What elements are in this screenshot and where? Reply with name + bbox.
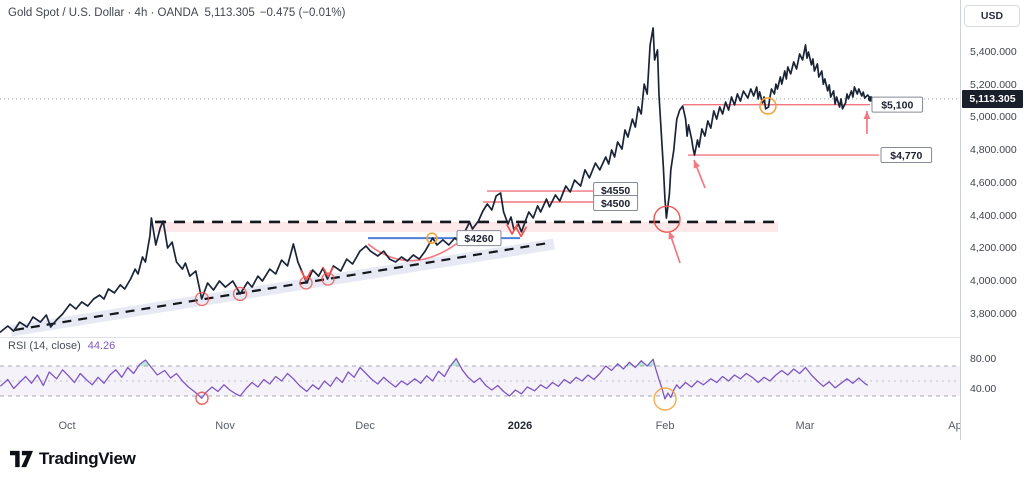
time-axis-tick: Ap <box>948 420 960 432</box>
price-axis[interactable]: USD 5,600.0005,400.0005,200.0005,000.000… <box>960 0 1024 440</box>
rsi-oversold-circle[interactable] <box>195 391 209 405</box>
price-axis-tick: 4,400.000 <box>970 209 1017 222</box>
rsi-line <box>0 357 869 400</box>
symbol-legend[interactable]: Gold Spot / U.S. Dollar · 4h · OANDA 5,11… <box>8 7 350 19</box>
trendline-touch-circle[interactable] <box>299 276 313 290</box>
crash-low-circle[interactable] <box>653 205 681 233</box>
time-axis-tick: 2026 <box>507 420 533 432</box>
chart-plot-svg: $5,100 $4,770 $4550$4500 $4260 <box>0 27 960 411</box>
annotation-arrow-head <box>863 111 871 120</box>
ascending-trendline[interactable] <box>14 241 549 331</box>
price-axis-tick: 5,200.000 <box>970 78 1017 91</box>
annotation-arrow-head <box>693 159 701 169</box>
price-axis-tick: 4,000.000 <box>970 274 1017 287</box>
time-axis-tick: Feb <box>655 420 675 432</box>
rsi-indicator-label[interactable]: RSI (14, close) <box>8 340 81 352</box>
last-price-value: 5,113.305 <box>204 7 255 19</box>
currency-toggle-button[interactable]: USD <box>964 5 1020 27</box>
pane-separator[interactable] <box>0 337 1024 338</box>
last-price-badge: 5,113.305 <box>962 89 1023 108</box>
rsi-legend[interactable]: RSI (14, close) 44.26 <box>8 340 115 352</box>
price-level-label[interactable]: $4500 <box>593 194 639 211</box>
tradingview-logo-icon <box>10 450 33 468</box>
retest-orange-circle[interactable] <box>426 232 438 244</box>
price-change-value: −0.475 (−0.01%) <box>259 7 346 19</box>
price-axis-tick: 4,800.000 <box>970 144 1017 157</box>
support-check-mark[interactable] <box>506 224 518 235</box>
price-axis-tick: 3,800.000 <box>970 307 1017 320</box>
price-axis-tick: 4,600.000 <box>970 176 1017 189</box>
rsi-value: 44.26 <box>87 340 116 352</box>
time-axis-tick: Dec <box>355 420 375 432</box>
price-axis-tick: 4,200.000 <box>970 242 1017 255</box>
symbol-title[interactable]: Gold Spot / U.S. Dollar · 4h · OANDA <box>8 7 199 19</box>
price-line <box>0 27 872 333</box>
support-check-mark[interactable] <box>515 226 527 238</box>
rsi-overbought-fill <box>0 358 868 366</box>
rounded-bottom-arc[interactable] <box>367 238 463 262</box>
svg-text:$4500: $4500 <box>601 198 630 210</box>
tradingview-logo-text: TradingView <box>39 449 136 468</box>
chart-canvas[interactable]: $5,100 $4,770 $4550 $4500 $4260 Gold Spot / … <box>0 0 960 413</box>
trendline-touch-circle[interactable] <box>194 291 210 307</box>
trendline-touch-circle[interactable] <box>321 272 335 286</box>
support-check-mark[interactable] <box>322 266 334 278</box>
price-axis-tick: 5,400.000 <box>970 46 1017 58</box>
annotation-arrow-head <box>668 230 675 240</box>
svg-text:$4550: $4550 <box>601 185 630 197</box>
retest-orange-circle[interactable] <box>759 97 777 115</box>
rsi-axis-tick: 40.00 <box>970 382 997 395</box>
time-axis-tick: Mar <box>795 420 815 432</box>
trendline-touch-circle[interactable] <box>232 286 248 302</box>
price-level-label[interactable]: $4,770 <box>880 147 933 164</box>
svg-text:$4,770: $4,770 <box>890 150 922 162</box>
price-level-label[interactable]: $4260 <box>456 230 502 247</box>
time-axis[interactable]: Oct Nov Dec 2026 Feb Mar Ap <box>0 413 960 440</box>
price-level-label[interactable]: $4550 <box>593 182 639 199</box>
trendline-band <box>10 238 555 337</box>
price-axis-tick: 5,000.000 <box>970 111 1017 124</box>
svg-text:$5,100: $5,100 <box>881 99 913 111</box>
time-axis-tick: Nov <box>215 420 235 432</box>
rsi-axis-tick: 80.00 <box>970 352 997 365</box>
tradingview-logo[interactable]: TradingView <box>10 449 136 469</box>
svg-text:$4260: $4260 <box>464 233 493 245</box>
rsi-oversold-circle[interactable] <box>653 387 677 411</box>
time-axis-tick: Oct <box>58 420 76 432</box>
price-level-label[interactable]: $5,100 <box>871 96 924 113</box>
footer: TradingView <box>0 440 1024 478</box>
support-check-mark[interactable] <box>300 269 312 281</box>
